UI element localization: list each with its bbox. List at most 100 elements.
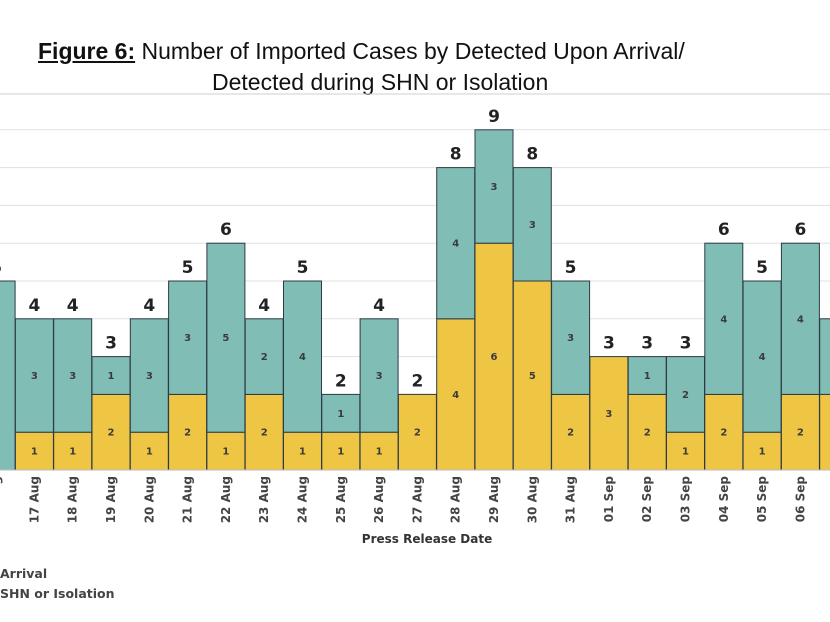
bar-total-label: 4 xyxy=(67,296,79,316)
x-tick-label: 01 Sep xyxy=(602,476,616,523)
bar-segment-shn xyxy=(206,431,246,471)
bar-total-label: 5 xyxy=(0,258,2,278)
x-tick-label: 06 Sep xyxy=(793,476,807,523)
bar-segment-arrival xyxy=(780,242,820,395)
bar-segment-arrival xyxy=(742,280,782,433)
data-label-shn: 2 xyxy=(184,428,191,439)
data-label-arrival: 4 xyxy=(759,352,766,363)
bar-total-label: 5 xyxy=(297,258,309,278)
x-tick-label: 19 Aug xyxy=(104,476,118,523)
x-tick-label: 02 Sep xyxy=(640,476,654,523)
x-tick-label: 18 Aug xyxy=(66,476,80,523)
x-tick-label: 28 Aug xyxy=(449,476,463,523)
bar-total-label: 6 xyxy=(220,220,232,240)
data-label-shn: 2 xyxy=(720,428,727,439)
bar-segment-arrival xyxy=(168,280,208,395)
data-label-arrival: 1 xyxy=(108,371,115,382)
data-label-arrival: 4 xyxy=(299,352,306,363)
data-label-arrival: 1 xyxy=(644,371,651,382)
data-label-arrival: 5 xyxy=(222,333,229,344)
x-tick-label: 16 Aug xyxy=(0,476,3,523)
bar-total-label: 5 xyxy=(182,258,194,278)
bar-segment-shn xyxy=(819,393,830,471)
bar-segment-shn xyxy=(589,356,629,471)
legend-item-shn: SHN or Isolation xyxy=(0,586,115,601)
chart-title-text-1: Number of Imported Cases by Detected Upo… xyxy=(141,38,685,64)
bar-total-label: 4 xyxy=(28,296,40,316)
x-tick-label: 04 Sep xyxy=(717,476,731,523)
bar-total-label: 2 xyxy=(411,371,423,391)
data-label-shn: 6 xyxy=(491,352,498,363)
figure-number: Figure 6: xyxy=(38,38,136,64)
x-tick-label: 22 Aug xyxy=(219,476,233,523)
bar-total-label: 9 xyxy=(488,107,500,127)
bar-segment-arrival xyxy=(14,318,54,433)
data-label-arrival: 3 xyxy=(31,371,38,382)
bar-segment-arrival xyxy=(244,318,284,395)
x-tick-label: 17 Aug xyxy=(27,476,41,523)
x-tick-label: 29 Aug xyxy=(487,476,501,523)
chart-title-line2: Detected during SHN or Isolation xyxy=(212,69,549,95)
data-label-shn: 2 xyxy=(644,428,651,439)
bar-total-label: 3 xyxy=(603,334,615,354)
data-label-arrival: 3 xyxy=(146,371,153,382)
bar-total-label: 2 xyxy=(335,371,347,391)
data-label-arrival: 3 xyxy=(376,371,383,382)
bar-segment-shn xyxy=(551,393,591,471)
data-label-arrival: 3 xyxy=(184,333,191,344)
legend-item-arrival: Arrival xyxy=(0,566,48,581)
bar-total-label: 4 xyxy=(373,296,385,316)
bar-total-label: 5 xyxy=(565,258,577,278)
data-label-arrival: 3 xyxy=(491,182,498,193)
data-label-shn: 1 xyxy=(682,447,689,458)
data-label-arrival: 4 xyxy=(452,239,459,250)
data-label-shn: 1 xyxy=(337,447,344,458)
bar-segment-shn xyxy=(397,393,437,471)
bar-total-label: 6 xyxy=(794,220,806,240)
bar-segment-arrival xyxy=(819,318,830,395)
bar-segment-arrival xyxy=(627,356,667,395)
data-label-shn: 2 xyxy=(414,428,421,439)
x-tick-label: 21 Aug xyxy=(181,476,195,523)
data-label-arrival: 3 xyxy=(529,220,536,231)
x-tick-label: 30 Aug xyxy=(525,476,539,523)
data-label-shn: 1 xyxy=(146,447,153,458)
data-label-shn: 3 xyxy=(605,409,612,420)
data-label-shn: 5 xyxy=(529,371,536,382)
bar-segment-shn xyxy=(91,393,131,471)
data-label-shn: 4 xyxy=(452,390,459,401)
x-tick-label: 05 Sep xyxy=(755,476,769,523)
x-tick-label: 20 Aug xyxy=(142,476,156,523)
bar-segment-shn xyxy=(704,393,744,471)
bar-segment-arrival xyxy=(129,318,169,433)
bar-total-label: 3 xyxy=(641,334,653,354)
x-tick-label: 24 Aug xyxy=(296,476,310,523)
bar-total-label: 6 xyxy=(718,220,730,240)
data-label-shn: 2 xyxy=(261,428,268,439)
data-label-shn: 1 xyxy=(376,447,383,458)
bar-total-label: 3 xyxy=(680,334,692,354)
x-tick-label: 27 Aug xyxy=(410,476,424,523)
x-axis-title: Press Release Date xyxy=(362,532,492,546)
data-label-arrival: 3 xyxy=(69,371,76,382)
x-tick-label: 25 Aug xyxy=(334,476,348,523)
x-tick-label: 23 Aug xyxy=(257,476,271,523)
chart-title-line1: Figure 6: Number of Imported Cases by De… xyxy=(38,38,685,65)
data-label-shn: 1 xyxy=(759,447,766,458)
data-label-arrival: 3 xyxy=(567,333,574,344)
bar-total-label: 8 xyxy=(450,145,462,165)
data-label-arrival: 2 xyxy=(682,390,689,401)
bar-total-label: 8 xyxy=(526,145,538,165)
x-tick-label: 26 Aug xyxy=(372,476,386,523)
x-tick-label: 03 Sep xyxy=(679,476,693,523)
data-label-shn: 2 xyxy=(108,428,115,439)
bar-segment-shn xyxy=(742,431,782,471)
x-tick-label: 31 Aug xyxy=(564,476,578,523)
data-label-arrival: 4 xyxy=(797,314,804,325)
bar-total-label: 5 xyxy=(756,258,768,278)
bar-segment-arrival xyxy=(551,280,591,395)
bar-segment-arrival xyxy=(91,356,131,395)
bar-segment-arrival xyxy=(359,318,399,433)
bar-segment-shn xyxy=(129,431,169,471)
data-label-arrival: 4 xyxy=(720,314,727,325)
